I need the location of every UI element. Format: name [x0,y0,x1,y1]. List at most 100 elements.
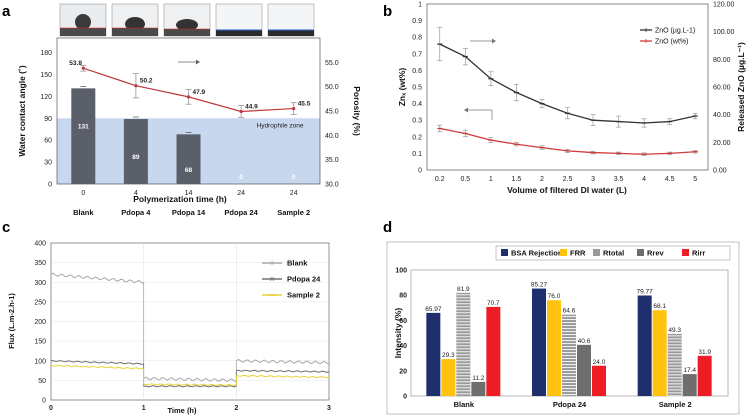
y-tick-left-b: 0.9 [412,18,422,25]
x-tick-b: 3 [591,176,595,183]
x-tick-b: 0.5 [460,176,470,183]
category-label-a: Pdopa 24 [224,208,258,217]
legend-swatch-d [637,249,644,256]
legend-swatch-d [593,249,600,256]
y-tick-left-b: 0 [418,168,422,175]
porosity-point [292,106,296,111]
y-tick-right-b: 0.00 [713,168,727,175]
x-tick-a: 24 [290,190,298,197]
category-label-d: Sample 2 [659,400,692,409]
bar-value-label-d: 70.7 [487,300,500,307]
legend-label-d: Rirr [692,249,705,258]
flux-series-c [143,385,237,388]
y-tick-d: 80 [399,293,407,300]
y-tick-left-a: 150 [40,72,52,79]
y-tick-c: 50 [38,378,46,385]
bar-value-label-d: 76.0 [548,293,561,300]
x-tick-b: 4.5 [665,176,675,183]
axis-title-left-a: Water contact angle (˚) [17,65,27,156]
droplet-image-pdopa4 [111,3,159,37]
droplet-image-blank [59,3,107,37]
x-tick-a: 0 [81,190,85,197]
y-tick-c: 400 [34,241,46,248]
axis-title-x-c: Time (h) [167,406,197,415]
y-tick-left-b: 0.1 [412,151,422,158]
x-tick-b: 2.5 [563,176,573,183]
axis-title-right-b: Released ZnO (µg.L⁻¹) [736,42,746,132]
contact-angle-label: 0 [292,174,296,181]
legend-swatch-d [682,249,689,256]
y-tick-left-a: 30 [44,160,52,167]
arrow-b-left [464,107,493,120]
contact-angle-bar [176,134,201,184]
y-tick-left-b: 0.6 [412,68,422,75]
bar-d [577,344,591,396]
bar-value-label-d: 29.3 [442,352,455,359]
x-tick-c: 0 [49,405,53,412]
hydrophile-zone-label: Hydrophile zone [257,122,304,129]
flux-series-c [50,364,144,370]
bar-value-label-d: 68.1 [653,303,666,310]
y-tick-right-b: 80.00 [713,57,731,64]
y-tick-d: 0 [403,394,407,401]
bar-d [426,312,441,396]
bar-value-label-d: 49.3 [668,327,681,334]
panel-b-letter: b [383,3,392,20]
y-tick-left-b: 1 [418,2,422,9]
porosity-label: 45.5 [298,101,311,108]
porosity-label: 53.8 [69,60,82,67]
bar-d [682,374,697,396]
y-tick-c: 0 [42,398,46,405]
x-tick-b: 1.5 [512,176,522,183]
legend-label-d: Rtotal [603,249,624,258]
legend-label-c: Sample 2 [287,291,320,300]
x-tick-b: 3.5 [614,176,624,183]
flux-series-c [236,369,330,373]
bar-d [486,306,501,396]
y-tick-left-b: 0.2 [412,134,422,141]
contact-angle-label: 131 [78,123,89,130]
category-label-a: Sample 2 [277,208,310,217]
legend-label-c: Pdopa 24 [287,275,321,284]
bar-d [697,355,712,396]
droplet-image-pdopa24 [215,3,263,37]
legend-label-d: FRR [570,249,586,258]
legend-label-d: BSA Rejection [511,249,563,258]
category-label-a: Pdopa 4 [121,208,151,217]
legend-label-d: Rrev [647,249,665,258]
bar-value-label-d: 17.4 [683,367,696,374]
y-tick-c: 350 [34,260,46,267]
flux-series-c [50,272,144,284]
axis-title-right-a: Porosity (%) [352,86,362,136]
x-tick-b: 5 [693,176,697,183]
bar-d [592,365,606,396]
x-tick-a: 14 [185,190,193,197]
y-tick-c: 200 [34,319,46,326]
axis-title-left-b: Znₓ (wt%) [397,68,407,107]
bar-d [456,292,471,396]
flux-series-c [143,376,237,383]
legend-c: ✳ Blank ✕ Pdopa 24 — Sample 2 [262,259,321,300]
legend-marker-c: — [269,293,276,300]
legend-d: BSA Rejection FRR Rtotal Rrev Rirr [495,245,731,261]
bar-value-label-d: 11.2 [472,375,485,382]
porosity-point [81,66,85,70]
flux-series-c [143,383,237,387]
panel-a-letter: a [2,3,11,20]
contact-angle-bar [71,88,96,184]
porosity-label: 44.9 [245,103,258,110]
x-tick-c: 2 [234,405,238,412]
bar-value-label-d: 31.9 [698,349,711,356]
panel-d-letter: d [383,219,392,236]
x-tick-b: 4 [642,176,646,183]
porosity-point [134,84,138,88]
x-tick-b: 0.2 [435,176,445,183]
bar-d [652,310,667,396]
y-tick-right-a: 40.0 [325,133,339,140]
y-tick-right-b: 40.00 [713,112,731,119]
x-tick-c: 1 [142,405,146,412]
category-label-d: Blank [454,400,475,409]
